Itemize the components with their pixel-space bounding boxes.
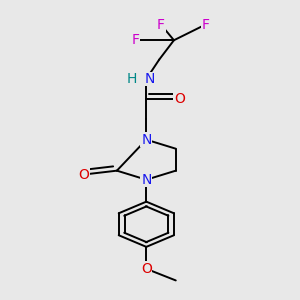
Text: O: O [78,167,89,182]
Text: N: N [141,133,152,147]
Text: H: H [127,72,137,86]
Text: F: F [201,18,209,32]
Text: O: O [174,92,185,106]
Text: F: F [157,18,165,32]
Text: O: O [141,262,152,276]
Text: N: N [145,72,155,86]
Text: N: N [141,173,152,187]
Text: F: F [131,33,139,47]
